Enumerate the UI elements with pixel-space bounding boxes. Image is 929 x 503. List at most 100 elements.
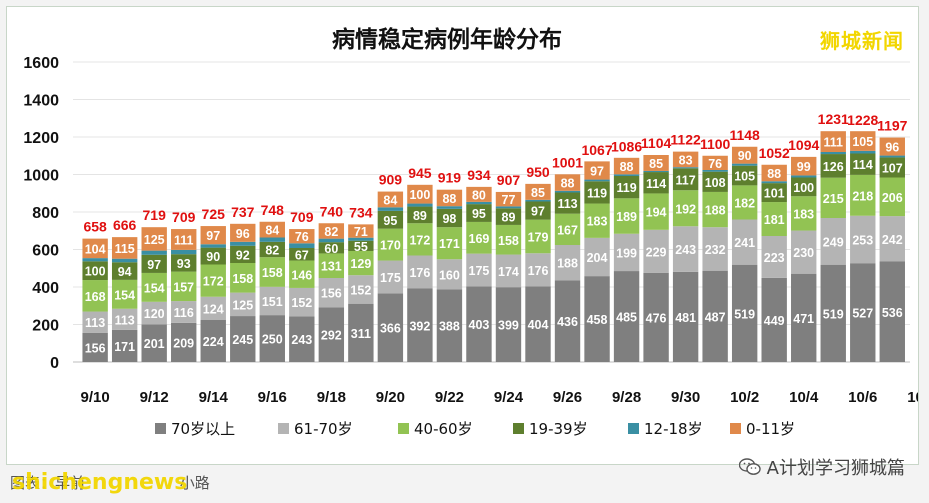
bar-segment-12-18岁 [879, 155, 905, 158]
bar-value-label: 97 [147, 258, 161, 272]
bar-segment-0-11岁 [613, 157, 640, 175]
bar-value-label: 125 [144, 233, 165, 247]
bar-segment-40-60岁 [141, 272, 167, 302]
bar-segment-12-18岁 [289, 243, 315, 248]
bar-value-label: 117 [676, 173, 696, 187]
bar-value-label: 527 [852, 307, 873, 321]
bar-segment-61-70岁 [171, 301, 197, 323]
y-tick-label: 1600 [23, 55, 59, 72]
bar-segment-61-70岁 [407, 255, 433, 289]
x-tick-label: 9/20 [376, 389, 405, 406]
bar-segment-0-11岁 [495, 191, 522, 207]
bar-value-label: 229 [646, 245, 667, 259]
bar-segment-19-39岁 [111, 262, 138, 280]
x-tick-label: 10/8 [907, 389, 918, 406]
bar-value-label: 176 [409, 266, 430, 280]
bar-total-label: 1001 [552, 154, 583, 170]
bar-value-label: 114 [853, 158, 873, 172]
bar-segment-0-11岁 [348, 224, 374, 238]
bar-segment-61-70岁 [702, 227, 728, 271]
bar-segment-19-39岁 [761, 183, 787, 203]
legend-swatch-61-70岁 [278, 423, 289, 434]
bar-value-label: 449 [764, 314, 785, 328]
bar-value-label: 183 [587, 215, 608, 229]
bar-value-label: 88 [767, 167, 781, 181]
x-tick-label: 9/26 [553, 389, 582, 406]
bar-segment-70岁以上 [200, 320, 226, 362]
bar-segment-70岁以上 [643, 272, 669, 362]
bar-segment-0-11岁 [525, 183, 551, 200]
bar-value-label: 113 [557, 197, 577, 211]
bar-segment-70岁以上 [377, 293, 404, 362]
legend-swatch-19-39岁 [513, 423, 524, 434]
bar-value-label: 114 [646, 177, 666, 191]
bar-value-label: 71 [354, 225, 368, 239]
bar-segment-61-70岁 [111, 308, 138, 330]
bar-value-label: 84 [265, 224, 279, 238]
bar-value-label: 476 [646, 311, 667, 325]
bar-segment-12-18岁 [672, 167, 699, 169]
x-tick-label: 10/4 [789, 389, 819, 406]
bar-segment-70岁以上 [702, 270, 728, 362]
bar-segment-40-60岁 [82, 280, 108, 312]
bar-total-label: 658 [83, 219, 107, 235]
bar-segment-0-11岁 [407, 184, 433, 204]
x-tick-label: 9/12 [140, 389, 169, 406]
bar-segment-0-11岁 [643, 155, 669, 171]
bar-segment-70岁以上 [850, 263, 876, 362]
bar-segment-19-39岁 [495, 208, 522, 225]
bar-total-label: 1067 [581, 142, 612, 158]
bar-segment-40-60岁 [466, 221, 492, 254]
bar-segment-12-18岁 [820, 152, 846, 155]
bar-value-label: 55 [354, 240, 368, 254]
bar-segment-61-70岁 [436, 259, 463, 290]
image-credit: 图表：早前 小路 shichengnews [10, 470, 210, 495]
bar-segment-0-11岁 [702, 155, 728, 170]
x-tick-label: 9/22 [435, 389, 464, 406]
legend-swatch-0-11岁 [730, 423, 741, 434]
bar-total-label: 1104 [641, 135, 672, 151]
bar-value-label: 151 [262, 295, 283, 309]
bar-total-label: 919 [438, 170, 462, 186]
bar-total-label: 719 [143, 207, 167, 223]
bar-value-label: 88 [561, 177, 575, 191]
bar-segment-70岁以上 [584, 276, 610, 362]
bar-segment-19-39岁 [289, 248, 315, 261]
bar-segment-40-60岁 [407, 223, 433, 256]
bar-value-label: 215 [823, 192, 844, 206]
bar-segment-40-60岁 [289, 260, 315, 288]
bar-value-label: 100 [409, 188, 430, 202]
bar-segment-70岁以上 [407, 288, 433, 362]
bar-total-label: 734 [349, 204, 373, 220]
bar-value-label: 485 [616, 311, 637, 325]
watermark-text: shichengnews [12, 470, 188, 495]
bar-segment-70岁以上 [141, 324, 167, 362]
bar-segment-19-39岁 [731, 165, 758, 186]
bar-value-label: 366 [380, 322, 401, 336]
bar-segment-40-60岁 [850, 174, 876, 216]
bar-total-label: 737 [231, 204, 255, 220]
legend-label: 70岁以上 [171, 420, 235, 438]
bar-value-label: 199 [616, 246, 637, 260]
x-tick-label: 9/18 [317, 389, 346, 406]
bar-value-label: 82 [324, 225, 338, 239]
bar-segment-70岁以上 [495, 287, 522, 362]
stacked-bar-chart: 病情稳定病例年龄分布 0 200 400 600 800 1000 1200 1400 1600 1… [23, 26, 918, 438]
bar-value-label: 169 [469, 232, 490, 246]
bar-value-label: 98 [442, 212, 456, 226]
bar-segment-0-11岁 [554, 174, 581, 191]
bar-segment-70岁以上 [791, 273, 817, 362]
bar-segment-61-70岁 [731, 219, 758, 265]
y-tick-label: 600 [32, 243, 59, 260]
bar-value-label: 105 [734, 170, 755, 184]
bar-segment-61-70岁 [850, 215, 876, 264]
wechat-account: A计划学习狮城篇 [738, 454, 905, 480]
bar-total-label: 950 [526, 164, 550, 180]
bar-segment-19-39岁 [348, 240, 374, 251]
bar-value-label: 253 [852, 233, 873, 247]
bar-segment-40-60岁 [584, 203, 610, 238]
bar-segment-19-39岁 [791, 177, 817, 197]
bar-value-label: 204 [587, 251, 608, 265]
legend-label: 40-60岁 [414, 420, 473, 438]
bar-value-label: 201 [144, 337, 165, 351]
